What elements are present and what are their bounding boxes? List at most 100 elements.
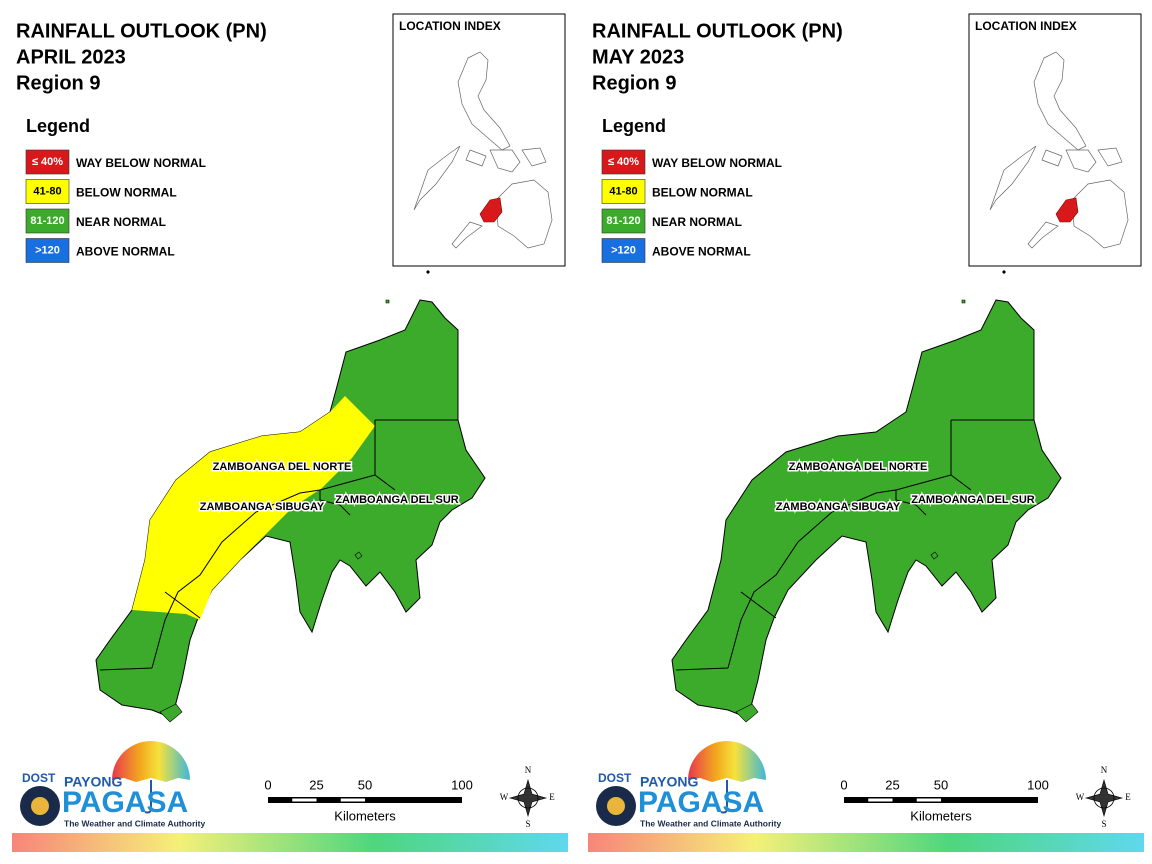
scale-tick-label: 25: [309, 777, 323, 792]
compass-letter: S: [525, 819, 530, 829]
legend-label: WAY BELOW NORMAL: [76, 156, 206, 170]
inset-region: [479, 197, 503, 223]
scale-tick-label: 50: [358, 777, 372, 792]
legend-swatch: [25, 179, 70, 204]
legend-swatch: [601, 179, 646, 204]
legend-swatch: [601, 149, 646, 175]
scale-tick-label: 100: [1027, 777, 1049, 792]
province-label: ZAMBOANGA DEL NORTE: [213, 461, 352, 473]
province-boundary: [99, 419, 458, 671]
legend-label: ABOVE NORMAL: [652, 245, 751, 259]
legend-key: ≤ 40%: [32, 156, 63, 168]
compass-letter: E: [549, 792, 555, 802]
compass-letter: S: [1101, 819, 1106, 829]
scale-bar-gap: [340, 798, 365, 802]
legend-swatch: [25, 149, 70, 175]
legend-swatch: [25, 208, 70, 234]
map-title: RAINFALL OUTLOOK (PN): [16, 20, 267, 42]
legend-key: ≤ 40%: [608, 156, 639, 168]
compass-letter: W: [1076, 792, 1085, 802]
logo-seal-inner: [31, 797, 49, 815]
legend-title: Legend: [26, 116, 90, 136]
legend-swatch: [25, 238, 70, 263]
legend-key: 41-80: [33, 185, 61, 197]
compass-rose: [1084, 778, 1124, 818]
inset-island: [465, 147, 547, 173]
logo-umbrella: [112, 741, 190, 782]
inset-island: [1041, 147, 1123, 173]
rainfall-zone: [132, 396, 375, 620]
compass-ring: [517, 787, 539, 809]
compass-letter: E: [1125, 792, 1131, 802]
province-label: ZAMBOANGA DEL SUR: [335, 494, 459, 506]
compass-rose: [508, 778, 548, 818]
scale-tick-label: 50: [934, 777, 948, 792]
compass-ring: [1093, 787, 1115, 809]
map-month: APRIL 2023: [16, 46, 126, 68]
logo-pagasa: PAGASA: [62, 786, 188, 819]
map-month: MAY 2023: [592, 46, 684, 68]
inset-island: [1071, 179, 1129, 249]
inset-island: [989, 145, 1037, 211]
inset-region: [1055, 197, 1079, 223]
logo-umbrella: [688, 741, 766, 782]
legend-key: >120: [35, 244, 60, 256]
legend-label: BELOW NORMAL: [652, 186, 753, 200]
inset-title: LOCATION INDEX: [399, 19, 501, 33]
legend-title: Legend: [602, 116, 666, 136]
legend-key: 41-80: [609, 185, 637, 197]
legend-swatch: [601, 208, 646, 234]
inset-island: [1033, 51, 1087, 151]
legend-swatch: [601, 238, 646, 263]
scale-bar-gap: [292, 798, 317, 802]
legend-label: NEAR NORMAL: [76, 215, 166, 229]
logo-dost: DOST: [22, 771, 56, 785]
scale-bar-gap: [916, 798, 941, 802]
logo-payong: PAYONG: [640, 774, 698, 790]
logo-tagline: The Weather and Climate Authority: [64, 818, 205, 828]
logo-dost: DOST: [598, 771, 632, 785]
province-label: ZAMBOANGA SIBUGAY: [776, 501, 901, 513]
inset-island: [413, 145, 461, 211]
compass-letter: N: [1101, 765, 1108, 775]
compass-letter: N: [525, 765, 532, 775]
legend-key: >120: [611, 244, 636, 256]
logo-handle: [720, 780, 728, 814]
inset-title: LOCATION INDEX: [975, 19, 1077, 33]
legend-key: 81-120: [30, 215, 64, 227]
province-boundary: [675, 419, 1034, 671]
footer-bar: [588, 833, 1144, 852]
province-label: ZAMBOANGA DEL SUR: [911, 494, 1035, 506]
inset-island: [1027, 221, 1059, 249]
scale-tick-label: 100: [451, 777, 473, 792]
islet: [426, 270, 430, 274]
compass-letter: W: [500, 792, 509, 802]
legend-label: BELOW NORMAL: [76, 186, 177, 200]
logo-seal-inner: [607, 797, 625, 815]
province-label: ZAMBOANGA SIBUGAY: [200, 501, 325, 513]
inset-island: [495, 179, 553, 249]
legend-key: 81-120: [606, 215, 640, 227]
islands: [159, 299, 390, 723]
inset-island: [457, 51, 511, 151]
map-title: RAINFALL OUTLOOK (PN): [592, 20, 843, 42]
islet: [1002, 270, 1006, 274]
scale-bar-gap: [868, 798, 893, 802]
scale-unit: Kilometers: [334, 808, 396, 823]
legend-label: NEAR NORMAL: [652, 215, 742, 229]
panel: RAINFALL OUTLOOK (PN) MAY 2023 Region 9 Leg…: [588, 13, 1144, 852]
logo-payong: PAYONG: [64, 774, 122, 790]
legend-label: ABOVE NORMAL: [76, 245, 175, 259]
scale-tick-label: 0: [264, 777, 271, 792]
map-region: Region 9: [16, 72, 100, 94]
map-region: Region 9: [592, 72, 676, 94]
inset-island: [451, 221, 483, 249]
islands: [735, 299, 966, 723]
scale-tick-label: 0: [840, 777, 847, 792]
scale-tick-label: 25: [885, 777, 899, 792]
footer-bar: [12, 833, 568, 852]
logo-handle: [144, 780, 152, 814]
logo-tagline: The Weather and Climate Authority: [640, 818, 781, 828]
scale-unit: Kilometers: [910, 808, 972, 823]
